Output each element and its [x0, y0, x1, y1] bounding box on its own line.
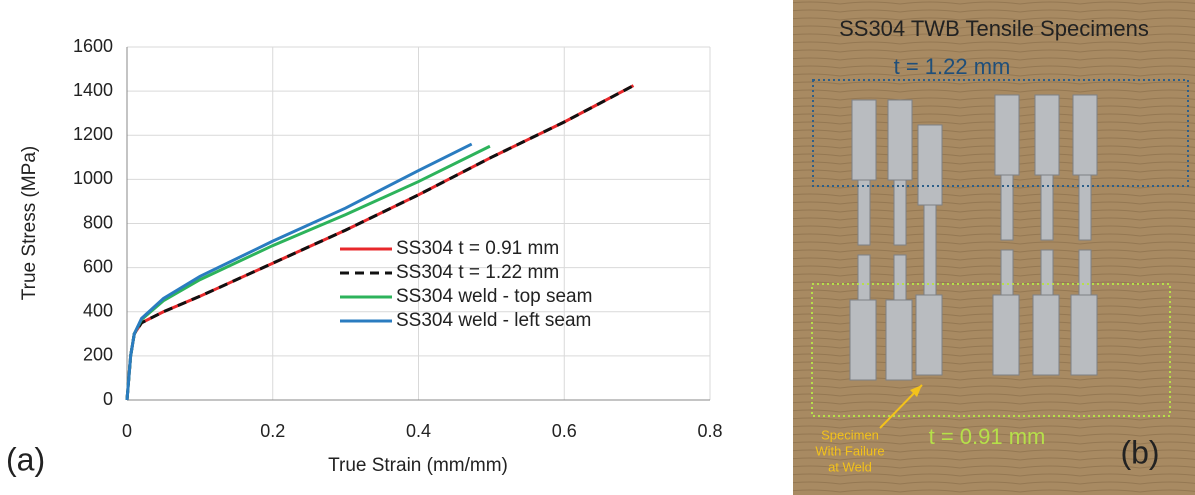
arrow-head [910, 385, 922, 397]
specimen [885, 299, 913, 381]
specimen [1040, 174, 1054, 241]
legend-label: SS304 t = 1.22 mm [396, 262, 559, 283]
specimen [1078, 174, 1092, 241]
specimen [887, 99, 913, 181]
specimen [992, 294, 1020, 376]
specimen [1034, 94, 1060, 176]
panel-label: (b) [1120, 434, 1159, 470]
specimen [851, 99, 877, 181]
specimen [857, 254, 871, 301]
specimen [1070, 294, 1098, 376]
y-tick-label: 400 [83, 301, 113, 321]
photo-label: t = 0.91 mm [929, 424, 1046, 449]
photo-label: t = 1.22 mm [894, 54, 1011, 79]
specimen [1078, 249, 1092, 296]
x-tick-label: 0.8 [697, 421, 722, 441]
specimen [917, 124, 943, 206]
photo-note: at Weld [828, 459, 872, 474]
specimen [849, 299, 877, 381]
x-axis-title: True Strain (mm/mm) [328, 455, 508, 476]
specimens [849, 94, 1098, 381]
specimen [994, 94, 1020, 176]
photo-title: SS304 TWB Tensile Specimens [839, 16, 1149, 41]
x-tick-label: 0.2 [260, 421, 285, 441]
specimen [923, 204, 937, 296]
y-tick-label: 1000 [73, 168, 113, 188]
wood-grain [793, 0, 1195, 495]
photo: SS304 TWB Tensile Specimens t = 1.22 mm … [793, 0, 1195, 495]
legend-label: SS304 weld - left seam [396, 310, 591, 331]
specimen [1000, 249, 1014, 296]
legend-label: SS304 weld - top seam [396, 286, 592, 307]
y-tick-label: 1200 [73, 124, 113, 144]
y-tick-label: 600 [83, 256, 113, 276]
specimen [915, 294, 943, 376]
y-tick-label: 1600 [73, 36, 113, 56]
x-tick-label: 0.6 [552, 421, 577, 441]
specimen [1072, 94, 1098, 176]
y-tick-label: 0 [103, 389, 113, 409]
y-tick-label: 800 [83, 212, 113, 232]
x-tick-label: 0 [122, 421, 132, 441]
y-axis-title: True Stress (MPa) [19, 146, 40, 301]
specimen [893, 254, 907, 301]
y-tick-label: 200 [83, 345, 113, 365]
photo-note: Specimen [821, 427, 879, 442]
panel-label: (a) [6, 441, 45, 477]
x-tick-label: 0.4 [406, 421, 431, 441]
legend-label: SS304 t = 0.91 mm [396, 238, 559, 259]
specimen [1040, 249, 1054, 296]
specimen [1000, 174, 1014, 241]
specimen [893, 179, 907, 246]
specimen [857, 179, 871, 246]
y-tick-label: 1400 [73, 80, 113, 100]
photo-note: With Failure [815, 443, 884, 458]
series-line [125, 142, 473, 401]
specimen [1032, 294, 1060, 376]
